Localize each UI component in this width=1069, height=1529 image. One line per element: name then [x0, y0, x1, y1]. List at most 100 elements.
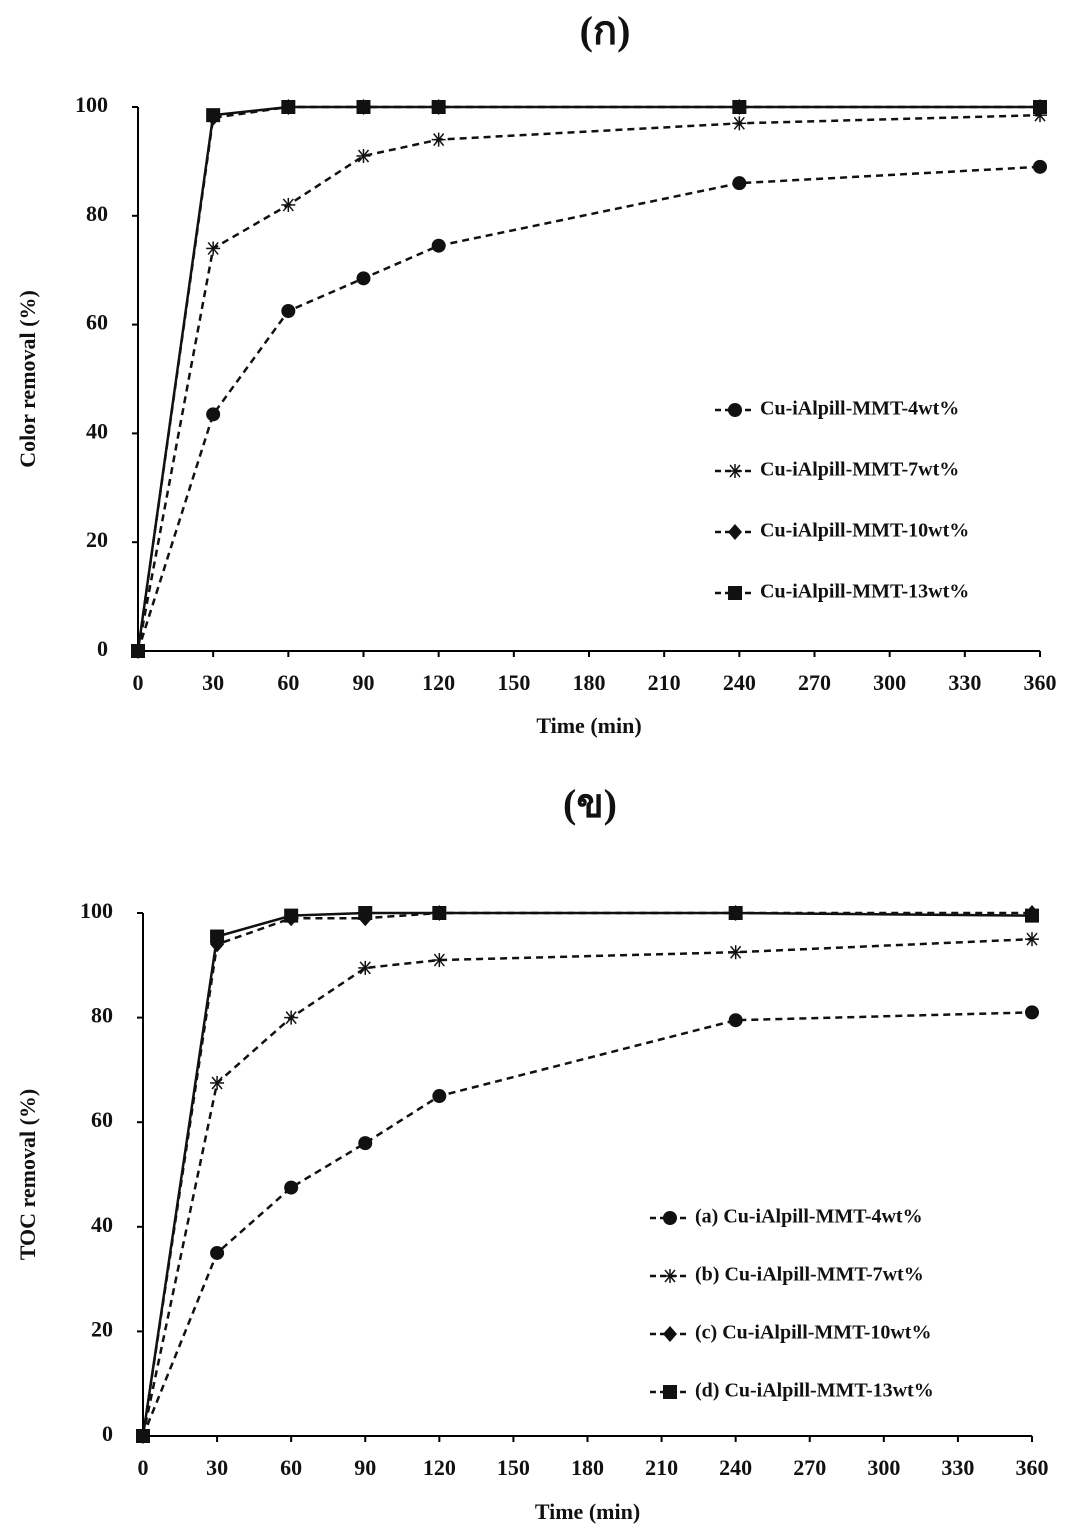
data-point — [281, 100, 295, 114]
x-tick-label: 360 — [1024, 670, 1057, 695]
data-point — [206, 108, 220, 122]
x-tick-label: 330 — [948, 670, 981, 695]
data-point — [1025, 909, 1039, 923]
data-point — [1025, 1005, 1039, 1019]
x-tick-label: 0 — [133, 670, 144, 695]
x-tick-label: 330 — [941, 1455, 974, 1480]
legend-label: Cu-iAlpill-MMT-10wt% — [760, 520, 969, 542]
x-axis-label: Time (min) — [535, 1499, 640, 1524]
x-tick-label: 210 — [645, 1455, 678, 1480]
x-tick-label: 60 — [277, 670, 299, 695]
x-tick-label: 300 — [873, 670, 906, 695]
legend-marker — [728, 464, 742, 478]
series-line — [138, 107, 1040, 651]
data-point — [210, 1246, 224, 1260]
series-line — [138, 115, 1040, 651]
legend-marker — [728, 586, 742, 600]
x-tick-label: 150 — [497, 670, 530, 695]
legend-label: (d) Cu-iAlpill-MMT-13wt% — [695, 1380, 934, 1402]
x-tick-label: 0 — [138, 1455, 149, 1480]
x-tick-label: 270 — [793, 1455, 826, 1480]
y-tick-label: 80 — [91, 1003, 113, 1028]
legend-label: Cu-iAlpill-MMT-4wt% — [760, 398, 959, 420]
legend-marker — [663, 1385, 677, 1399]
data-point — [1025, 932, 1039, 946]
data-point — [1033, 100, 1047, 114]
data-point — [206, 407, 220, 421]
y-tick-label: 80 — [86, 201, 108, 226]
data-point — [284, 1011, 298, 1025]
data-point — [732, 176, 746, 190]
data-point — [206, 241, 220, 255]
legend-marker — [728, 524, 742, 540]
x-tick-label: 300 — [867, 1455, 900, 1480]
x-tick-label: 30 — [206, 1455, 228, 1480]
data-point — [210, 930, 224, 944]
legend-label: Cu-iAlpill-MMT-7wt% — [760, 459, 959, 481]
y-tick-label: 40 — [91, 1212, 113, 1237]
legend-marker — [663, 1269, 677, 1283]
data-point — [284, 909, 298, 923]
x-axis-label: Time (min) — [536, 713, 641, 738]
y-tick-label: 100 — [80, 898, 113, 923]
data-point — [358, 1136, 372, 1150]
data-point — [136, 1429, 150, 1443]
figure: (ก) 0 20 40 60 80 100 0 30 60 90 120 150 180 210 240 270… — [0, 0, 1069, 1529]
data-point — [432, 953, 446, 967]
x-tick-label: 240 — [723, 670, 756, 695]
series-line — [143, 913, 1032, 1436]
data-point — [732, 100, 746, 114]
data-point — [210, 1076, 224, 1090]
x-tick-label: 270 — [798, 670, 831, 695]
y-tick-label: 0 — [97, 636, 108, 661]
series-line — [143, 913, 1032, 1436]
legend-label: (a) Cu-iAlpill-MMT-4wt% — [695, 1206, 923, 1228]
data-point — [357, 100, 371, 114]
x-tick-label: 150 — [497, 1455, 530, 1480]
data-point — [358, 961, 372, 975]
data-point — [1033, 160, 1047, 174]
x-tick-label: 90 — [354, 1455, 376, 1480]
legend-marker — [663, 1211, 677, 1225]
legend-marker — [663, 1326, 677, 1342]
legend-label: (c) Cu-iAlpill-MMT-10wt% — [695, 1322, 931, 1344]
chart: (ข) 0 20 40 60 80 100 0 30 60 90 120 150 180 210 240 270… — [15, 781, 1048, 1524]
legend-marker — [728, 403, 742, 417]
x-tick-label: 120 — [423, 1455, 456, 1480]
data-point — [281, 304, 295, 318]
data-point — [432, 100, 446, 114]
chart-title: (ข) — [563, 781, 617, 826]
x-tick-label: 120 — [422, 670, 455, 695]
legend-label: Cu-iAlpill-MMT-13wt% — [760, 581, 969, 603]
y-tick-label: 60 — [91, 1107, 113, 1132]
x-tick-label: 240 — [719, 1455, 752, 1480]
data-point — [432, 1089, 446, 1103]
chart-title: (ก) — [580, 8, 631, 53]
data-point — [432, 239, 446, 253]
x-tick-label: 180 — [571, 1455, 604, 1480]
data-point — [281, 198, 295, 212]
data-point — [432, 906, 446, 920]
series-line — [138, 107, 1040, 651]
y-tick-label: 0 — [102, 1421, 113, 1446]
y-tick-label: 40 — [86, 418, 108, 443]
x-tick-label: 360 — [1016, 1455, 1049, 1480]
data-point — [358, 906, 372, 920]
data-point — [284, 1181, 298, 1195]
y-axis-label: Color removal (%) — [15, 290, 40, 468]
data-point — [732, 116, 746, 130]
series-line — [143, 939, 1032, 1436]
x-tick-label: 180 — [573, 670, 606, 695]
x-tick-label: 210 — [648, 670, 681, 695]
data-point — [131, 644, 145, 658]
x-tick-label: 30 — [202, 670, 224, 695]
data-point — [357, 149, 371, 163]
y-tick-label: 20 — [86, 527, 108, 552]
x-tick-label: 60 — [280, 1455, 302, 1480]
data-point — [432, 133, 446, 147]
y-tick-label: 20 — [91, 1316, 113, 1341]
x-tick-label: 90 — [353, 670, 375, 695]
data-point — [729, 1013, 743, 1027]
y-axis-label: TOC removal (%) — [15, 1089, 40, 1261]
